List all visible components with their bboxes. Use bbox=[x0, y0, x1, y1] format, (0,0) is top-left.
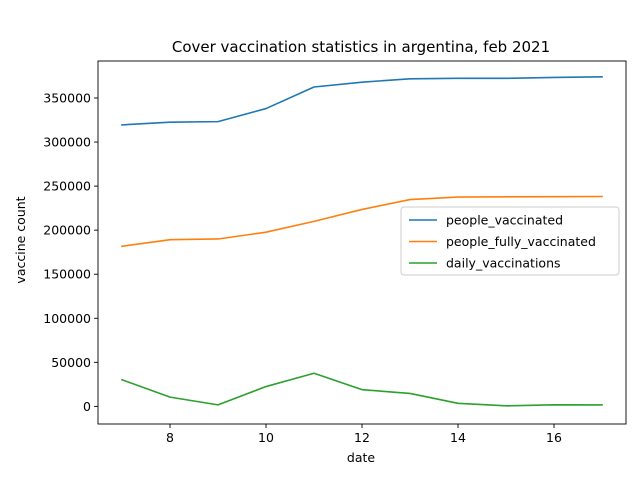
legend-label-people_vaccinated: people_vaccinated bbox=[446, 213, 563, 228]
y-tick-label: 300000 bbox=[43, 135, 91, 150]
y-tick-label: 150000 bbox=[43, 267, 91, 282]
legend-label-daily_vaccinations: daily_vaccinations bbox=[446, 256, 561, 271]
y-axis-label: vaccine count bbox=[13, 196, 28, 283]
chart-title: Cover vaccination statistics in argentin… bbox=[172, 38, 550, 56]
y-tick-label: 50000 bbox=[51, 355, 91, 370]
x-tick-label: 12 bbox=[354, 430, 370, 445]
series-line-daily_vaccinations bbox=[120, 372, 603, 407]
plot-area: 8 10 12 14 16 0 50000 100000 150000 200000 250000 3… bbox=[43, 60, 627, 445]
legend-label-people_fully_vaccinated: people_fully_vaccinated bbox=[446, 234, 596, 249]
x-tick-label: 16 bbox=[546, 430, 562, 445]
y-tick-label: 0 bbox=[83, 399, 91, 414]
series-line-people_vaccinated bbox=[121, 76, 603, 126]
y-tick-label: 100000 bbox=[43, 311, 91, 326]
legend-box bbox=[400, 206, 620, 276]
x-tick-label: 10 bbox=[258, 430, 274, 445]
x-tick-label: 14 bbox=[450, 430, 466, 445]
y-tick-label: 350000 bbox=[43, 91, 91, 106]
y-tick-label: 250000 bbox=[43, 179, 91, 194]
x-tick-label: 8 bbox=[166, 430, 174, 445]
y-tick-label: 200000 bbox=[43, 223, 91, 238]
series-line-people_fully_vaccinated bbox=[121, 195, 603, 248]
x-axis-label: date bbox=[347, 450, 375, 465]
